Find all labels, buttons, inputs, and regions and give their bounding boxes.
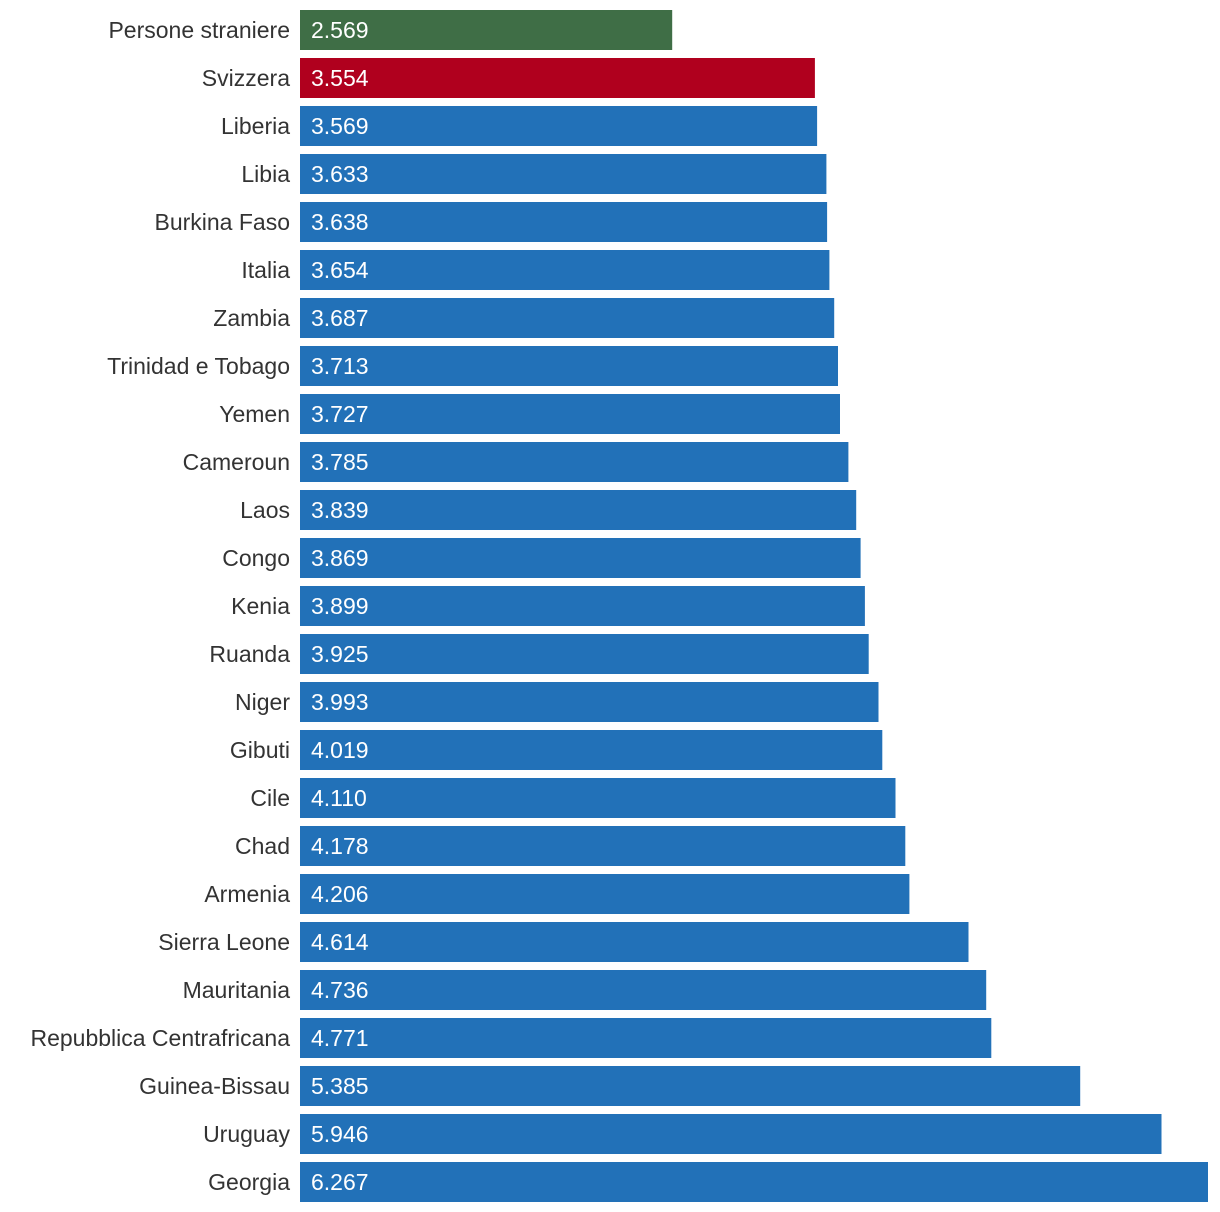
bar-gibuti: [300, 730, 883, 770]
category-label-laos: Laos: [240, 497, 290, 523]
value-label-repubblica-centrafricana: 4.771: [311, 1025, 369, 1051]
category-label-chad: Chad: [235, 833, 290, 859]
category-label-trinidad-e-tobago: Trinidad e Tobago: [107, 353, 290, 379]
category-label-italia: Italia: [241, 257, 290, 283]
value-label-italia: 3.654: [311, 257, 369, 283]
bar-niger: [300, 682, 879, 722]
category-label-libia: Libia: [241, 161, 290, 187]
value-label-svizzera: 3.554: [311, 65, 369, 91]
category-label-yemen: Yemen: [219, 401, 290, 427]
bars-group: [300, 10, 1208, 1202]
category-label-mauritania: Mauritania: [183, 977, 291, 1003]
bar-chad: [300, 826, 906, 866]
category-label-guinea-bissau: Guinea-Bissau: [139, 1073, 290, 1099]
value-label-trinidad-e-tobago: 3.713: [311, 353, 369, 379]
value-label-ruanda: 3.925: [311, 641, 369, 667]
bar-burkina-faso: [300, 202, 828, 242]
bar-georgia: [300, 1162, 1208, 1202]
category-label-cameroun: Cameroun: [183, 449, 290, 475]
category-label-georgia: Georgia: [208, 1169, 290, 1195]
category-label-congo: Congo: [222, 545, 290, 571]
bar-cameroun: [300, 442, 849, 482]
value-label-laos: 3.839: [311, 497, 369, 523]
bar-persone-straniere: [300, 10, 673, 50]
value-label-chad: 4.178: [311, 833, 369, 859]
category-label-sierra-leone: Sierra Leone: [158, 929, 290, 955]
value-label-congo: 3.869: [311, 545, 369, 571]
value-label-guinea-bissau: 5.385: [311, 1073, 369, 1099]
value-label-cameroun: 3.785: [311, 449, 369, 475]
value-label-persone-straniere: 2.569: [311, 17, 369, 43]
bar-mauritania: [300, 970, 987, 1010]
value-label-yemen: 3.727: [311, 401, 369, 427]
category-label-burkina-faso: Burkina Faso: [154, 209, 290, 235]
value-label-kenia: 3.899: [311, 593, 369, 619]
bar-svizzera: [300, 58, 815, 98]
bar-yemen: [300, 394, 840, 434]
category-label-niger: Niger: [235, 689, 290, 715]
bar-liberia: [300, 106, 818, 146]
bar-armenia: [300, 874, 910, 914]
category-label-uruguay: Uruguay: [203, 1121, 290, 1147]
category-label-svizzera: Svizzera: [202, 65, 290, 91]
bar-libia: [300, 154, 827, 194]
category-label-repubblica-centrafricana: Repubblica Centrafricana: [30, 1025, 290, 1051]
bar-kenia: [300, 586, 865, 626]
category-label-persone-straniere: Persone straniere: [108, 17, 290, 43]
category-label-liberia: Liberia: [221, 113, 290, 139]
value-label-armenia: 4.206: [311, 881, 369, 907]
bar-trinidad-e-tobago: [300, 346, 838, 386]
value-label-burkina-faso: 3.638: [311, 209, 369, 235]
bar-cile: [300, 778, 896, 818]
bar-laos: [300, 490, 857, 530]
value-label-mauritania: 4.736: [311, 977, 369, 1003]
category-label-armenia: Armenia: [204, 881, 290, 907]
value-label-zambia: 3.687: [311, 305, 369, 331]
value-label-libia: 3.633: [311, 161, 369, 187]
value-labels-group: 2.569 3.554 3.569 3.633 3.638 3.654 3.687 3.713…: [311, 17, 369, 1195]
value-label-sierra-leone: 4.614: [311, 929, 369, 955]
bar-ruanda: [300, 634, 869, 674]
value-label-uruguay: 5.946: [311, 1121, 369, 1147]
bar-uruguay: [300, 1114, 1162, 1154]
bar-zambia: [300, 298, 835, 338]
bar-congo: [300, 538, 861, 578]
category-label-cile: Cile: [250, 785, 290, 811]
category-label-zambia: Zambia: [213, 305, 290, 331]
bar-guinea-bissau: [300, 1066, 1081, 1106]
value-label-georgia: 6.267: [311, 1169, 369, 1195]
bar-repubblica-centrafricana: [300, 1018, 992, 1058]
value-label-niger: 3.993: [311, 689, 369, 715]
category-label-ruanda: Ruanda: [209, 641, 290, 667]
value-label-liberia: 3.569: [311, 113, 369, 139]
category-labels-group: Persone straniere Svizzera Liberia Libia Bur…: [30, 17, 290, 1195]
category-label-gibuti: Gibuti: [230, 737, 290, 763]
bar-sierra-leone: [300, 922, 969, 962]
value-label-gibuti: 4.019: [311, 737, 369, 763]
value-label-cile: 4.110: [311, 785, 367, 811]
category-label-kenia: Kenia: [231, 593, 290, 619]
bar-italia: [300, 250, 830, 290]
